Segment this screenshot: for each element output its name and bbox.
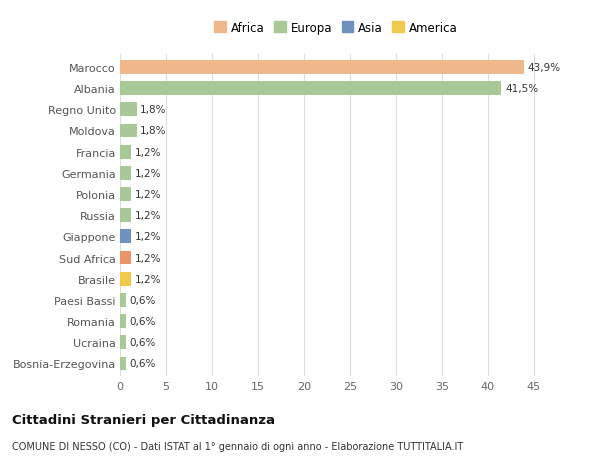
Bar	[120, 146, 131, 159]
Text: Cittadini Stranieri per Cittadinanza: Cittadini Stranieri per Cittadinanza	[12, 413, 275, 426]
Text: 43,9%: 43,9%	[527, 63, 560, 73]
Bar	[120, 167, 131, 180]
Bar	[120, 357, 125, 370]
Text: 1,8%: 1,8%	[140, 126, 167, 136]
Text: 41,5%: 41,5%	[505, 84, 538, 94]
Text: COMUNE DI NESSO (CO) - Dati ISTAT al 1° gennaio di ogni anno - Elaborazione TUTT: COMUNE DI NESSO (CO) - Dati ISTAT al 1° …	[12, 441, 463, 451]
Bar	[120, 272, 131, 286]
Bar	[120, 336, 125, 349]
Text: 1,8%: 1,8%	[140, 105, 167, 115]
Bar	[120, 188, 131, 202]
Text: 1,2%: 1,2%	[135, 253, 161, 263]
Bar	[120, 61, 524, 75]
Text: 1,2%: 1,2%	[135, 211, 161, 221]
Bar	[120, 82, 502, 96]
Text: 1,2%: 1,2%	[135, 274, 161, 284]
Bar	[120, 124, 137, 138]
Bar	[120, 314, 125, 328]
Text: 0,6%: 0,6%	[129, 295, 155, 305]
Text: 0,6%: 0,6%	[129, 337, 155, 347]
Bar	[120, 293, 125, 307]
Text: 0,6%: 0,6%	[129, 316, 155, 326]
Bar	[120, 251, 131, 265]
Legend: Africa, Europa, Asia, America: Africa, Europa, Asia, America	[212, 19, 460, 37]
Text: 1,2%: 1,2%	[135, 147, 161, 157]
Text: 1,2%: 1,2%	[135, 168, 161, 179]
Bar	[120, 230, 131, 244]
Text: 1,2%: 1,2%	[135, 190, 161, 200]
Bar	[120, 209, 131, 223]
Text: 1,2%: 1,2%	[135, 232, 161, 242]
Text: 0,6%: 0,6%	[129, 358, 155, 369]
Bar	[120, 103, 137, 117]
